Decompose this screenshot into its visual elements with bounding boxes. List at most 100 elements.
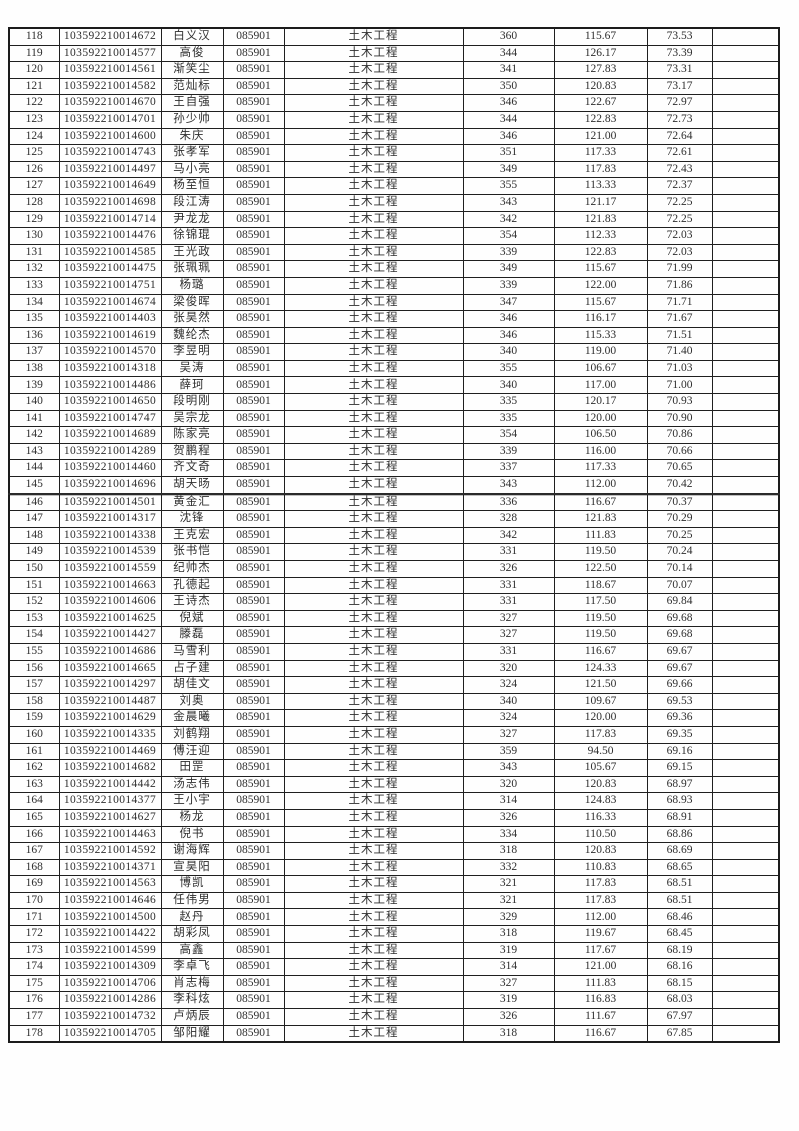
cell-blank bbox=[711, 459, 780, 478]
table-row: 138 103592210014318 吴涛 085901 土木工程 355 1… bbox=[8, 359, 780, 378]
table-row: 124 103592210014600 朱庆 085901 土木工程 346 1… bbox=[8, 127, 780, 146]
cell-initial-score: 318 bbox=[462, 1024, 555, 1043]
cell-initial-score: 349 bbox=[462, 260, 555, 278]
cell-major-name: 土木工程 bbox=[283, 560, 464, 578]
table-row: 143 103592210014289 贺鹏程 085901 土木工程 339 … bbox=[8, 442, 780, 461]
table-row: 159 103592210014629 金晨曦 085901 土木工程 324 … bbox=[8, 709, 780, 727]
table-row: 120 103592210014561 渐笑尘 085901 土木工程 341 … bbox=[8, 61, 780, 79]
cell-blank bbox=[711, 991, 780, 1010]
cell-retest-score: 113.33 bbox=[553, 177, 648, 195]
cell-candidate-name: 渐笑尘 bbox=[160, 61, 224, 79]
table-row: 152 103592210014606 王诗杰 085901 土木工程 331 … bbox=[8, 593, 780, 611]
cell-major-code: 085901 bbox=[222, 343, 285, 361]
cell-candidate-name: 杨至恒 bbox=[160, 177, 224, 195]
table-row: 134 103592210014674 梁俊晖 085901 土木工程 347 … bbox=[8, 293, 780, 312]
cell-initial-score: 343 bbox=[462, 476, 555, 495]
cell-blank bbox=[711, 326, 780, 345]
cell-row-number: 147 bbox=[8, 510, 60, 528]
cell-total-score: 70.93 bbox=[646, 393, 713, 411]
cell-candidate-id: 103592210014539 bbox=[58, 543, 162, 561]
cell-major-name: 土木工程 bbox=[283, 27, 464, 46]
table-row: 119 103592210014577 高俊 085901 土木工程 344 1… bbox=[8, 44, 780, 63]
table-row: 150 103592210014559 纪帅杰 085901 土木工程 326 … bbox=[8, 560, 780, 578]
cell-row-number: 163 bbox=[8, 775, 60, 794]
cell-major-name: 土木工程 bbox=[283, 326, 464, 345]
cell-major-code: 085901 bbox=[222, 510, 285, 528]
cell-initial-score: 321 bbox=[462, 891, 555, 910]
cell-initial-score: 320 bbox=[462, 775, 555, 794]
cell-major-name: 土木工程 bbox=[283, 543, 464, 561]
cell-candidate-name: 张珮珮 bbox=[160, 260, 224, 278]
cell-major-code: 085901 bbox=[222, 110, 285, 129]
cell-row-number: 127 bbox=[8, 177, 60, 195]
cell-blank bbox=[711, 609, 780, 628]
cell-total-score: 67.97 bbox=[646, 1008, 713, 1026]
cell-row-number: 128 bbox=[8, 193, 60, 212]
cell-major-code: 085901 bbox=[222, 543, 285, 561]
cell-candidate-name: 杨龙 bbox=[160, 808, 224, 827]
table-row: 144 103592210014460 齐文奇 085901 土木工程 337 … bbox=[8, 459, 780, 478]
cell-row-number: 143 bbox=[8, 442, 60, 461]
cell-initial-score: 318 bbox=[462, 842, 555, 860]
cell-retest-score: 110.50 bbox=[553, 825, 648, 844]
cell-total-score: 70.14 bbox=[646, 560, 713, 578]
cell-major-code: 085901 bbox=[222, 925, 285, 943]
cell-candidate-name: 范灿标 bbox=[160, 77, 224, 96]
cell-major-name: 土木工程 bbox=[283, 958, 464, 976]
cell-candidate-name: 赵丹 bbox=[160, 908, 224, 927]
cell-major-name: 土木工程 bbox=[283, 193, 464, 212]
cell-candidate-name: 贺鹏程 bbox=[160, 442, 224, 461]
cell-initial-score: 318 bbox=[462, 925, 555, 943]
cell-row-number: 169 bbox=[8, 875, 60, 893]
cell-major-code: 085901 bbox=[222, 576, 285, 595]
cell-row-number: 160 bbox=[8, 725, 60, 744]
cell-major-name: 土木工程 bbox=[283, 310, 464, 328]
cell-row-number: 148 bbox=[8, 526, 60, 545]
cell-major-code: 085901 bbox=[222, 227, 285, 245]
cell-candidate-id: 103592210014650 bbox=[58, 393, 162, 411]
cell-total-score: 68.69 bbox=[646, 842, 713, 860]
cell-major-name: 土木工程 bbox=[283, 825, 464, 844]
cell-major-code: 085901 bbox=[222, 359, 285, 378]
cell-major-name: 土木工程 bbox=[283, 442, 464, 461]
cell-row-number: 170 bbox=[8, 891, 60, 910]
cell-candidate-id: 103592210014751 bbox=[58, 276, 162, 295]
cell-initial-score: 344 bbox=[462, 44, 555, 63]
cell-retest-score: 116.83 bbox=[553, 991, 648, 1010]
cell-blank bbox=[711, 343, 780, 361]
cell-candidate-name: 王诗杰 bbox=[160, 593, 224, 611]
cell-total-score: 68.51 bbox=[646, 891, 713, 910]
cell-candidate-name: 倪书 bbox=[160, 825, 224, 844]
cell-initial-score: 346 bbox=[462, 310, 555, 328]
cell-initial-score: 339 bbox=[462, 442, 555, 461]
cell-total-score: 68.91 bbox=[646, 808, 713, 827]
cell-retest-score: 121.00 bbox=[553, 127, 648, 146]
cell-candidate-name: 梁俊晖 bbox=[160, 293, 224, 312]
cell-initial-score: 314 bbox=[462, 792, 555, 810]
cell-retest-score: 115.67 bbox=[553, 260, 648, 278]
score-table-body: 118 103592210014672 白义汉 085901 土木工程 360 … bbox=[8, 27, 780, 1043]
cell-candidate-name: 刘鹤翔 bbox=[160, 725, 224, 744]
cell-row-number: 118 bbox=[8, 27, 60, 46]
table-row: 135 103592210014403 张昊然 085901 土木工程 346 … bbox=[8, 310, 780, 328]
cell-blank bbox=[711, 260, 780, 278]
cell-blank bbox=[711, 27, 780, 46]
table-row: 158 103592210014487 刘奥 085901 土木工程 340 1… bbox=[8, 692, 780, 711]
cell-initial-score: 335 bbox=[462, 393, 555, 411]
table-row: 165 103592210014627 杨龙 085901 土木工程 326 1… bbox=[8, 808, 780, 827]
cell-candidate-name: 金晨曦 bbox=[160, 709, 224, 727]
table-row: 177 103592210014732 卢炳辰 085901 土木工程 326 … bbox=[8, 1008, 780, 1026]
cell-blank bbox=[711, 925, 780, 943]
cell-retest-score: 119.50 bbox=[553, 609, 648, 628]
cell-retest-score: 119.00 bbox=[553, 343, 648, 361]
cell-candidate-id: 103592210014486 bbox=[58, 376, 162, 395]
cell-major-code: 085901 bbox=[222, 393, 285, 411]
cell-retest-score: 118.67 bbox=[553, 576, 648, 595]
cell-candidate-id: 103592210014338 bbox=[58, 526, 162, 545]
cell-row-number: 126 bbox=[8, 160, 60, 179]
cell-candidate-name: 沈锋 bbox=[160, 510, 224, 528]
cell-row-number: 122 bbox=[8, 94, 60, 112]
cell-blank bbox=[711, 177, 780, 195]
cell-major-name: 土木工程 bbox=[283, 343, 464, 361]
cell-candidate-id: 103592210014570 bbox=[58, 343, 162, 361]
